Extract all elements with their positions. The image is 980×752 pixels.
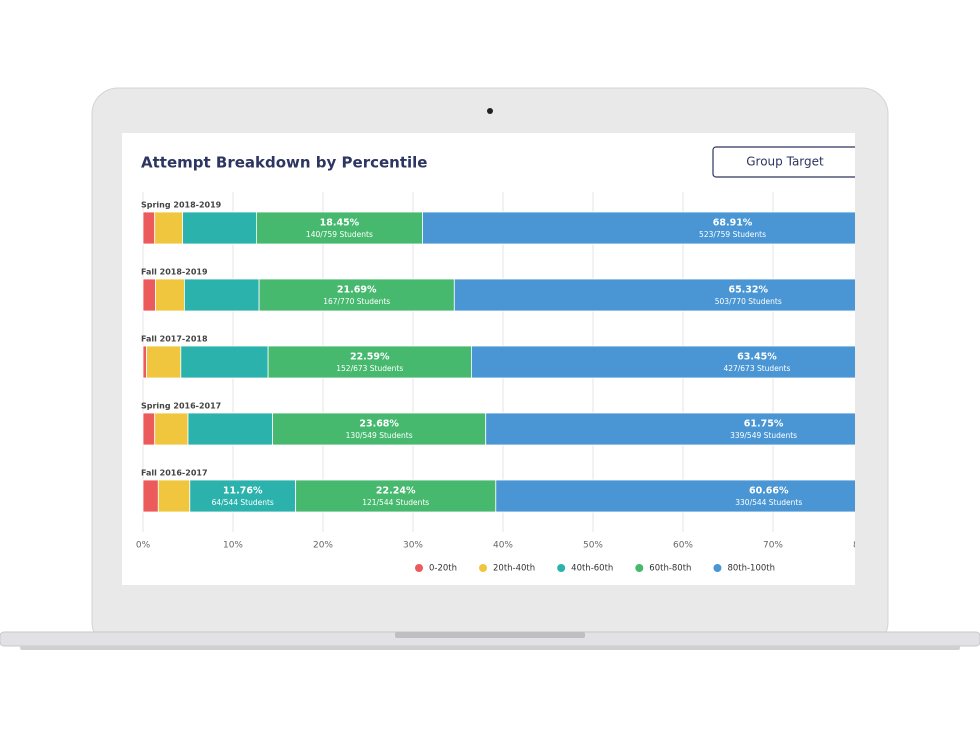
x-tick-label: 40% xyxy=(493,541,513,551)
student-label: 130/549 Students xyxy=(346,431,413,440)
value-label: 63.45% xyxy=(737,352,777,363)
bar-segment xyxy=(154,412,189,446)
bar-segment xyxy=(142,479,159,513)
student-label: 140/759 Students xyxy=(306,230,373,239)
legend-label: 40th-60th xyxy=(571,564,613,574)
legend-label: 80th-100th xyxy=(727,564,775,574)
x-tick-label: 80% xyxy=(853,541,873,551)
value-label: 11.76% xyxy=(223,486,263,497)
student-label: 339/549 Students xyxy=(730,431,797,440)
x-tick-label: 60% xyxy=(673,541,693,551)
screen: Attempt Breakdown by Percentile Group Ta… xyxy=(122,133,873,585)
legend-marker xyxy=(479,564,488,572)
legend-label: 0-20th xyxy=(429,564,457,574)
bar-segment xyxy=(180,345,269,379)
legend-marker xyxy=(557,564,566,572)
camera xyxy=(487,108,493,114)
student-label: 121/544 Students xyxy=(362,498,429,507)
chart-title: Attempt Breakdown by Percentile xyxy=(141,154,427,172)
student-label: 427/673 Students xyxy=(723,364,790,373)
bar-segment xyxy=(258,278,455,312)
bar-segment xyxy=(267,345,472,379)
value-label: 60.66% xyxy=(749,486,789,497)
bar-segment xyxy=(272,412,487,446)
bar-segment xyxy=(142,278,157,312)
bar-segment xyxy=(187,412,273,446)
bar-segment xyxy=(154,211,184,245)
legend-label: 60th-80th xyxy=(649,564,691,574)
legend-marker xyxy=(713,564,722,572)
bar-segment xyxy=(189,479,297,513)
student-label: 152/673 Students xyxy=(336,364,403,373)
value-label: 23.68% xyxy=(359,419,399,430)
laptop-foot xyxy=(20,646,960,650)
bar-segment xyxy=(142,211,156,245)
value-label: 65.32% xyxy=(728,285,768,296)
value-label: 68.91% xyxy=(713,218,753,229)
bar-segment xyxy=(157,479,191,513)
bar-segment xyxy=(155,278,185,312)
bar-segment xyxy=(142,412,156,446)
bar-segment xyxy=(184,278,260,312)
button-label[interactable]: Group Target xyxy=(746,155,824,169)
x-tick-label: 10% xyxy=(223,541,243,551)
group-target-button[interactable] xyxy=(712,146,863,178)
category-label: Fall 2016-2017 xyxy=(141,469,208,478)
legend-label: 20th-40th xyxy=(493,564,535,574)
category-label: Spring 2018-2019 xyxy=(141,201,222,210)
category-label: Spring 2016-2017 xyxy=(141,402,221,411)
bar-segment xyxy=(182,211,257,245)
student-label: 167/770 Students xyxy=(323,297,390,306)
student-label: 330/544 Students xyxy=(735,498,802,507)
category-label: Fall 2017-2018 xyxy=(141,335,208,344)
x-tick-label: 30% xyxy=(403,541,423,551)
student-label: 503/770 Students xyxy=(715,297,782,306)
student-label: 523/759 Students xyxy=(699,230,766,239)
legend-marker xyxy=(415,564,424,572)
x-tick-label: 70% xyxy=(763,541,783,551)
category-label: Fall 2018-2019 xyxy=(141,268,208,277)
value-label: 21.69% xyxy=(337,285,377,296)
bar-segment xyxy=(485,412,855,446)
value-label: 61.75% xyxy=(744,419,784,430)
bar-segment xyxy=(453,278,855,312)
bar-segment xyxy=(422,211,855,245)
bar-segment xyxy=(295,479,497,513)
value-label: 18.45% xyxy=(320,218,360,229)
student-label: 64/544 Students xyxy=(212,498,274,507)
x-tick-label: 20% xyxy=(313,541,333,551)
x-tick-label: 50% xyxy=(583,541,603,551)
value-label: 22.24% xyxy=(376,486,416,497)
bar-segment xyxy=(142,345,147,379)
laptop-notch xyxy=(395,632,585,638)
value-label: 22.59% xyxy=(350,352,390,363)
legend-marker xyxy=(635,564,644,572)
bar-segment xyxy=(495,479,855,513)
x-tick-label: 0% xyxy=(136,541,151,551)
bar-segment xyxy=(146,345,182,379)
bar-segment xyxy=(471,345,855,379)
